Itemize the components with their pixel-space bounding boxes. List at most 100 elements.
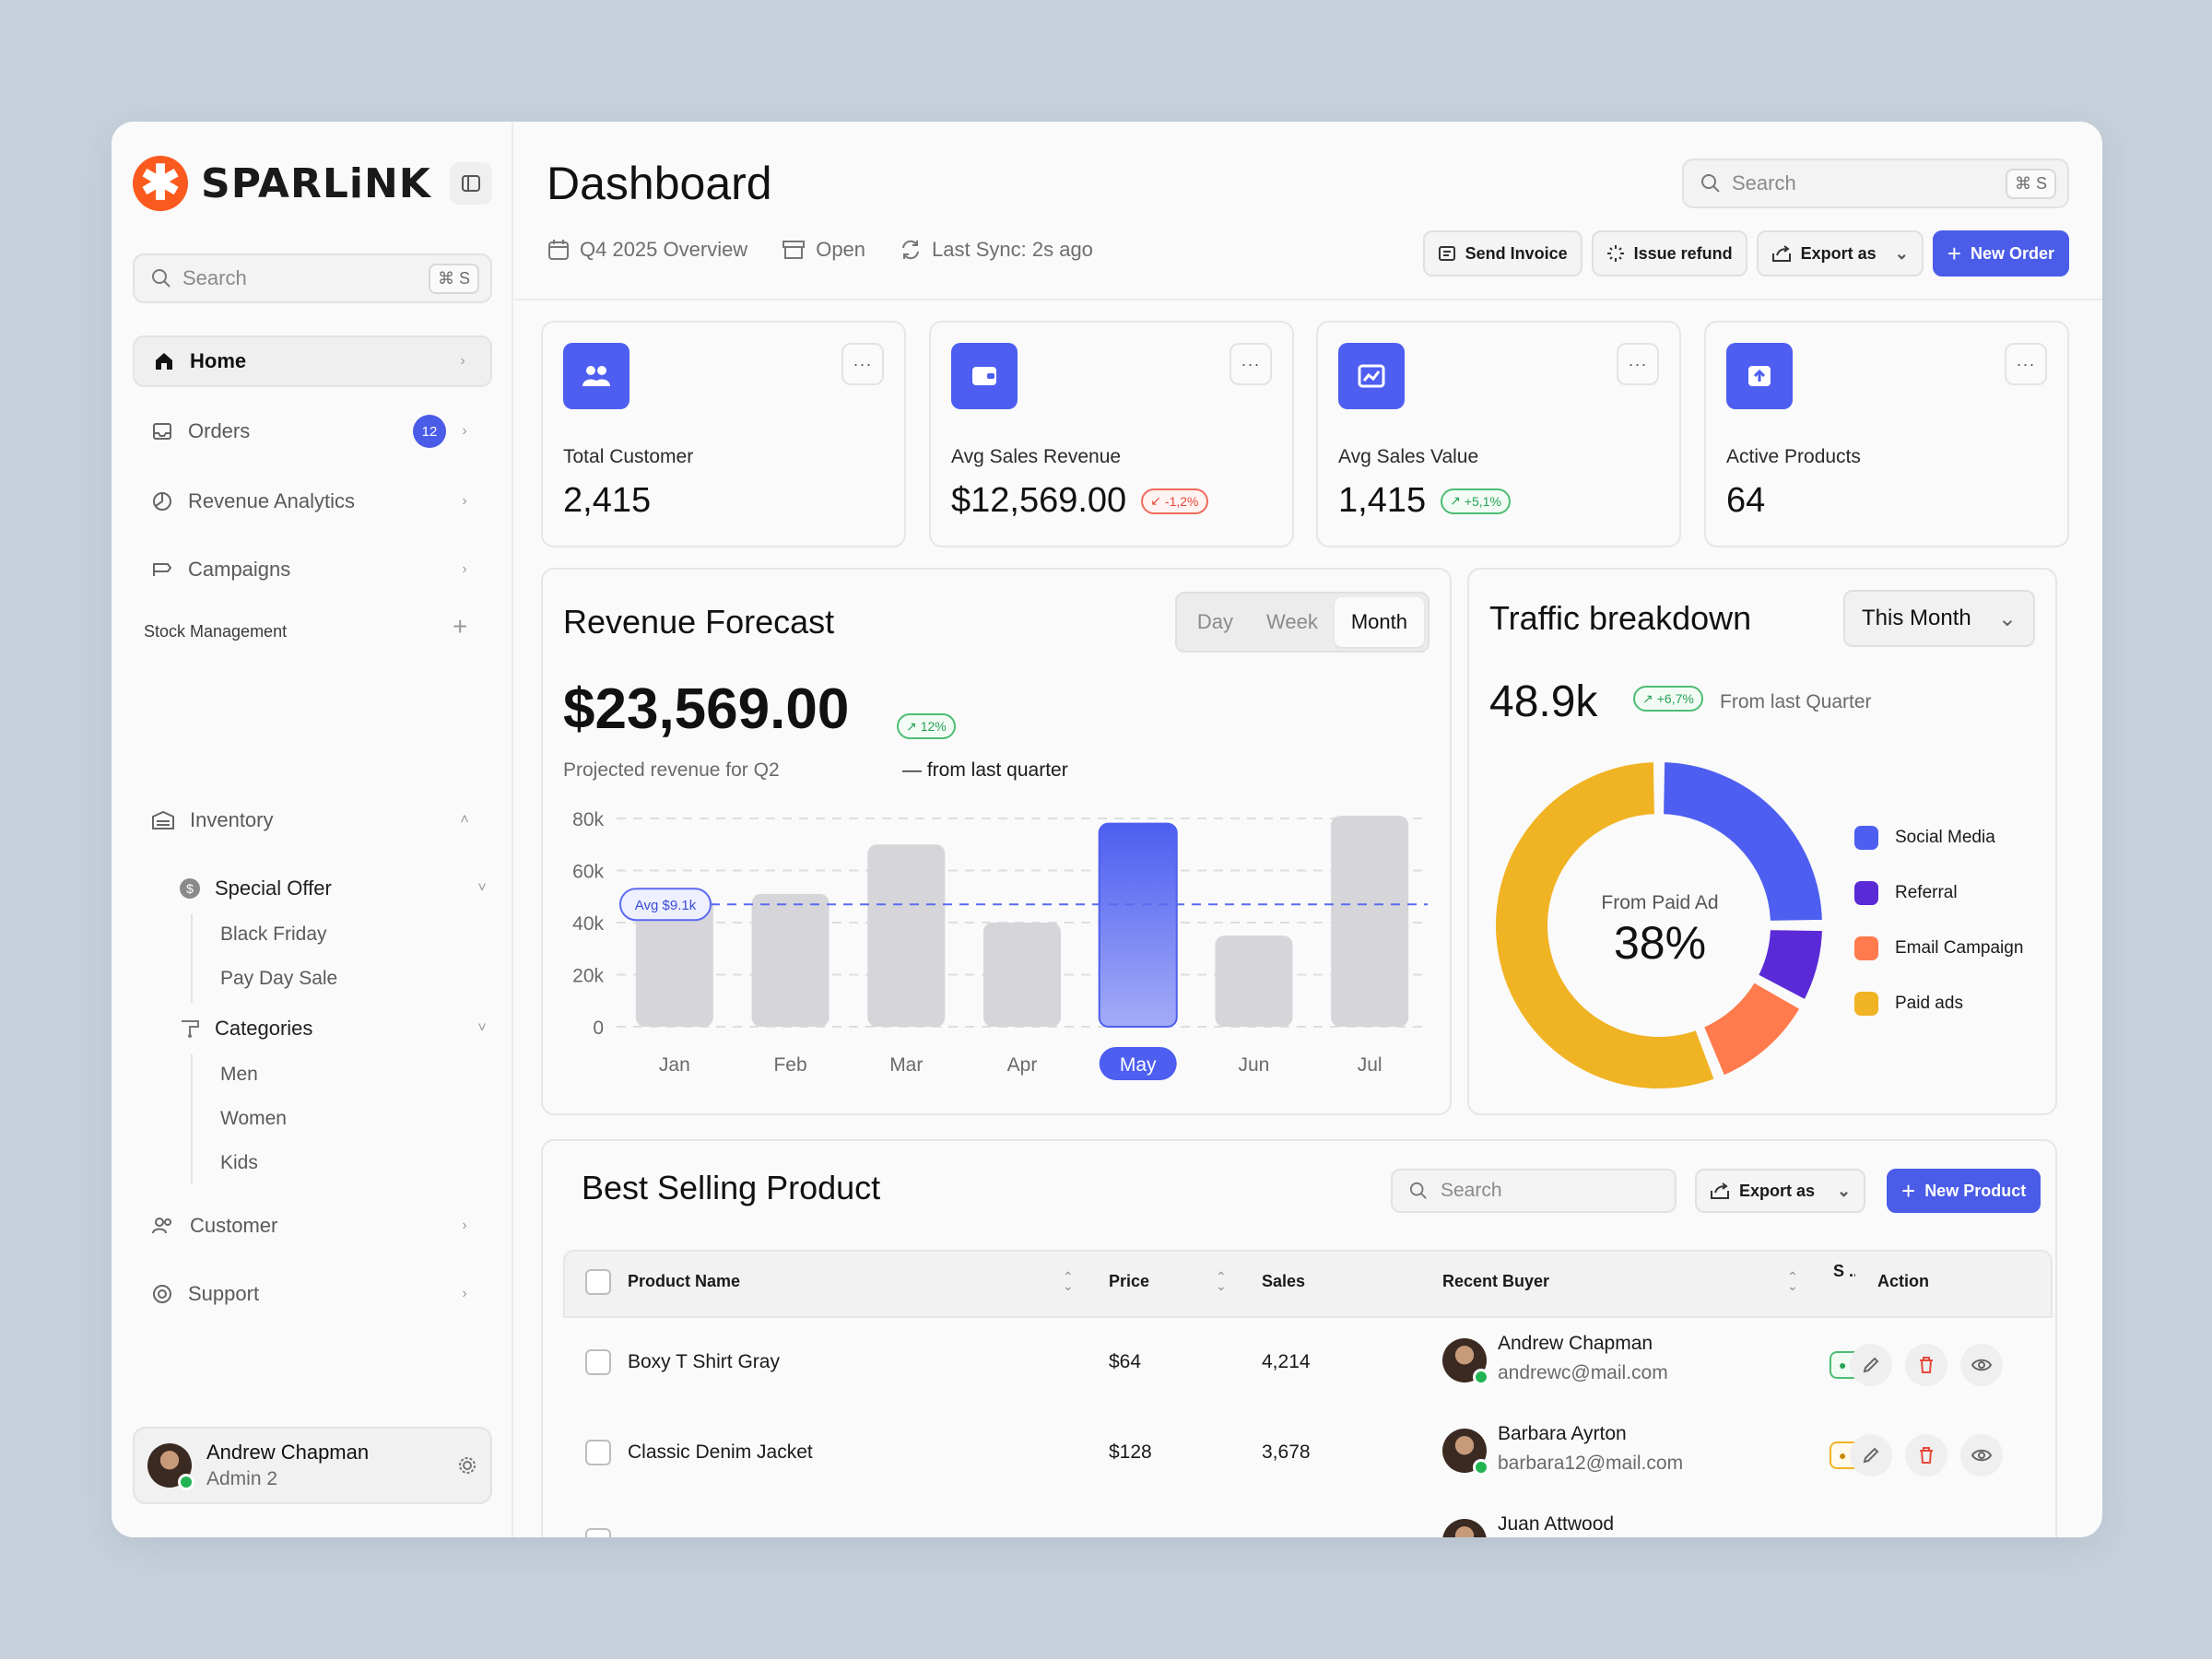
column-header-status[interactable]: S ... [1833, 1263, 1855, 1279]
sidebar-item-label: Categories [215, 1017, 313, 1040]
sidebar-item-home[interactable]: Home › [133, 335, 492, 387]
sidebar-subitem-women[interactable]: Women [220, 1108, 287, 1129]
donut-segment-referral[interactable] [1752, 924, 1828, 1006]
forecast-compare: — from last quarter [902, 759, 1068, 781]
legend-item-social-media: Social Media [1854, 826, 1995, 850]
column-header-sales[interactable]: Sales [1262, 1272, 1306, 1290]
users-group-icon [563, 343, 629, 409]
sidebar-item-support[interactable]: Support › [133, 1268, 492, 1320]
tab-day[interactable]: Day [1196, 610, 1233, 633]
add-stock-button[interactable]: + [453, 612, 468, 641]
trend-value: +5,1% [1464, 493, 1501, 509]
sidebar-item-customer[interactable]: Customer › [133, 1200, 492, 1252]
donut-segment-social-media[interactable] [1658, 757, 1828, 926]
period-dropdown-label: This Month [1862, 606, 1971, 630]
forecast-subtitle: Projected revenue for Q2 [563, 759, 780, 781]
delete-button[interactable] [1905, 1344, 1947, 1386]
sidebar-subitem-men[interactable]: Men [220, 1064, 258, 1085]
view-button[interactable] [1960, 1434, 2003, 1477]
tab-month[interactable]: Month [1334, 597, 1424, 647]
legend-swatch [1854, 826, 1878, 850]
row-checkbox[interactable] [585, 1440, 611, 1465]
chart-line-icon [1338, 343, 1405, 409]
sidebar-item-campaigns[interactable]: Campaigns › [133, 544, 492, 595]
main-content: Dashboard Q4 2025 Overview Open Last Syn… [514, 122, 2102, 1537]
product-search-input[interactable]: Search [1391, 1169, 1677, 1213]
sidebar-item-orders[interactable]: Orders 12 › [133, 406, 492, 457]
new-order-button[interactable]: + New Order [1932, 230, 2069, 276]
chevron-down-icon: ⌄ [1894, 243, 1909, 263]
current-user-card[interactable]: Andrew Chapman Admin 2 [133, 1427, 492, 1504]
new-product-button[interactable]: + New Product [1887, 1169, 2041, 1213]
global-search-input[interactable]: Search ⌘ S [1682, 159, 2069, 208]
period-segmented-control: Day Week Month [1174, 592, 1430, 653]
more-options-button[interactable]: ··· [1230, 343, 1272, 385]
period-dropdown[interactable]: This Month ⌄ [1843, 590, 2035, 647]
x-tick-label: Jan [659, 1054, 690, 1076]
legend-label: Social Media [1895, 828, 1995, 847]
more-options-button[interactable]: ··· [2005, 343, 2047, 385]
bar-mar[interactable] [867, 844, 946, 1027]
row-checkbox[interactable] [585, 1528, 611, 1537]
sort-icon[interactable]: ⌃ ⌄ [1787, 1269, 1798, 1293]
logo: ✱ SPARLiNK [133, 155, 492, 212]
send-invoice-button[interactable]: Send Invoice [1422, 230, 1583, 276]
column-header-price[interactable]: Price [1109, 1272, 1150, 1290]
y-tick-label: 80k [572, 809, 604, 830]
bar-jun[interactable] [1215, 935, 1293, 1027]
bar-jul[interactable] [1331, 816, 1409, 1027]
sidebar-item-categories[interactable]: Categories ˅ [178, 1008, 491, 1049]
sidebar-search-input[interactable]: Search ⌘ S [133, 253, 492, 303]
delete-button[interactable] [1905, 1434, 1947, 1477]
overview-label: Q4 2025 Overview [580, 238, 748, 261]
donut-center-label: From Paid Ad [1601, 892, 1719, 913]
button-label: Export as [1739, 1181, 1816, 1200]
column-header-recent-buyer[interactable]: Recent Buyer [1442, 1272, 1550, 1290]
edit-button[interactable] [1850, 1344, 1892, 1386]
donut-segment-paid-ads[interactable] [1490, 757, 1721, 1094]
settings-gear-icon[interactable] [457, 1455, 477, 1476]
kpi-value: $12,569.00 ↙ -1,2% [951, 481, 1208, 521]
collapse-sidebar-button[interactable] [450, 162, 492, 205]
sidebar-item-special-offer[interactable]: $ Special Offer ˅ [178, 868, 491, 909]
sidebar-subitem-pay-day-sale[interactable]: Pay Day Sale [220, 968, 338, 989]
arrow-down-left-icon: ↙ [1150, 493, 1161, 508]
select-all-checkbox[interactable] [585, 1269, 611, 1295]
overview-period[interactable]: Q4 2025 Overview [547, 238, 747, 262]
more-options-button[interactable]: ··· [1617, 343, 1659, 385]
bar-jan[interactable] [635, 896, 713, 1027]
product-name: Classic Denim Jacket [628, 1441, 813, 1463]
sidebar-item-inventory[interactable]: Inventory ˄ [133, 794, 492, 846]
chevron-up-icon: ˄ [460, 812, 469, 828]
bar-may[interactable] [1098, 822, 1178, 1029]
sidebar-subitem-black-friday[interactable]: Black Friday [220, 924, 327, 945]
brand-asterisk-icon: ✱ [133, 156, 188, 211]
row-checkbox[interactable] [585, 1349, 611, 1375]
arrow-up-right-icon: ↗ [1450, 493, 1461, 508]
button-label: Issue refund [1633, 243, 1733, 263]
more-options-button[interactable]: ··· [841, 343, 884, 385]
sidebar-item-revenue-analytics[interactable]: Revenue Analytics › [133, 476, 492, 527]
section-label-stock: Stock Management [144, 622, 288, 641]
search-shortcut: ⌘ S [2005, 168, 2056, 199]
issue-refund-button[interactable]: Issue refund [1591, 230, 1747, 276]
kpi-card-total-customer: ··· Total Customer 2,415 [541, 321, 906, 547]
y-tick-label: 0 [593, 1018, 604, 1039]
column-header-product-name[interactable]: Product Name [628, 1272, 741, 1290]
product-export-button[interactable]: Export as ⌄ [1695, 1169, 1866, 1213]
export-as-button[interactable]: Export as ⌄ [1756, 230, 1924, 276]
edit-button[interactable] [1850, 1434, 1892, 1477]
online-status-dot [1473, 1369, 1489, 1385]
eye-icon [1971, 1359, 1992, 1371]
sidebar-toggle-icon [462, 175, 480, 192]
sort-icon[interactable]: ⌃ ⌄ [1216, 1269, 1227, 1293]
sort-icon[interactable]: ⌃ ⌄ [1063, 1269, 1074, 1293]
bar-feb[interactable] [751, 893, 830, 1027]
store-status-label: Open [816, 238, 866, 261]
bar-apr[interactable] [983, 923, 1061, 1027]
trash-icon [1920, 1447, 1933, 1464]
tab-week[interactable]: Week [1266, 610, 1318, 633]
view-button[interactable] [1960, 1344, 2003, 1386]
donut-segment-email-campaign[interactable] [1698, 976, 1806, 1082]
sidebar-subitem-kids[interactable]: Kids [220, 1152, 258, 1173]
